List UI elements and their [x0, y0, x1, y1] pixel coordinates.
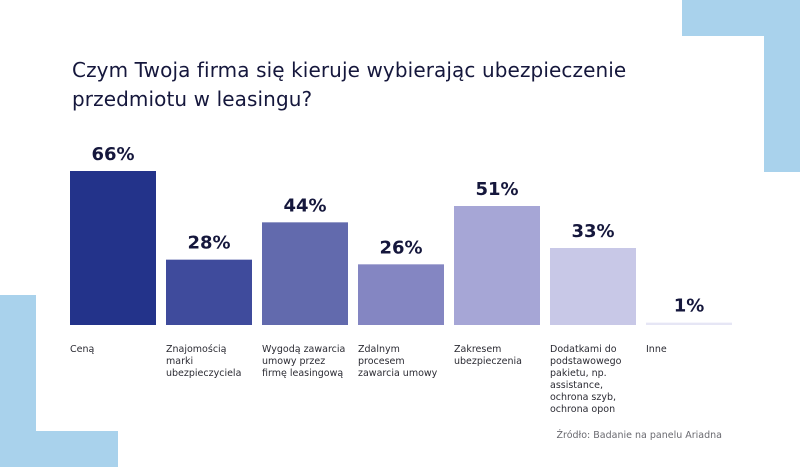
- category-label-1: Ceną: [70, 344, 94, 355]
- corner-decoration-top-right-side: [764, 0, 800, 172]
- value-label-7: 1%: [674, 296, 705, 317]
- value-label-6: 33%: [571, 221, 614, 242]
- chart-title-line-2: przedmiotu w leasingu?: [72, 87, 313, 111]
- value-label-2: 28%: [187, 233, 230, 254]
- bar-5: [454, 206, 540, 325]
- category-label-3: Wygodą zawarcia umowy przez firmę leasingo…: [262, 344, 345, 379]
- category-label-7: Inne: [646, 344, 667, 355]
- value-label-5: 51%: [475, 179, 518, 200]
- bar-6: [550, 248, 636, 325]
- category-label-5: Zakresem ubezpieczenia: [454, 344, 522, 367]
- source-note: Źródło: Badanie na panelu Ariadna: [556, 430, 723, 441]
- category-label-4: Zdalnym procesem zawarcia umowy: [358, 344, 438, 379]
- chart-title-line-1: Czym Twoja firma się kieruje wybierając …: [72, 58, 627, 82]
- bar-7: [646, 322, 732, 325]
- value-label-1: 66%: [91, 144, 134, 165]
- value-label-3: 44%: [283, 195, 326, 216]
- bar-3: [262, 222, 348, 325]
- category-label-2: Znajomością marki ubezpieczyciela: [166, 344, 241, 379]
- value-label-4: 26%: [379, 237, 422, 258]
- bar-1: [70, 171, 156, 325]
- category-label-6: Dodatkami do podstawowego pakietu, np. assi…: [550, 344, 622, 415]
- bar-2: [166, 259, 252, 325]
- chart-title: Czym Twoja firma się kieruje wybierając …: [72, 56, 712, 114]
- corner-decoration-bottom-left: [0, 431, 118, 467]
- bar-4: [358, 264, 444, 325]
